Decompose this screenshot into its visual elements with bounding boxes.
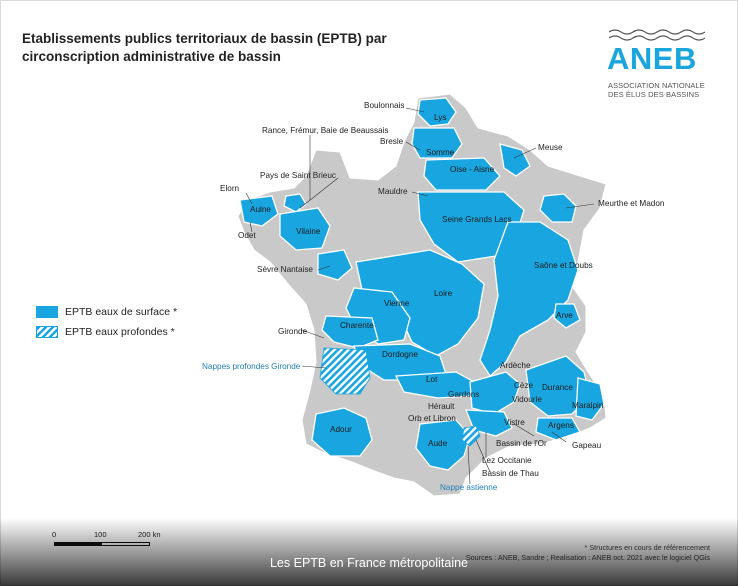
scale-label-mid: 100: [94, 530, 107, 539]
label-arve: Arve: [556, 311, 573, 320]
region-saone-doubs: [479, 221, 579, 377]
legend-swatch-surface: [36, 306, 58, 318]
logo-subtitle-line2: DES ÉLUS DES BASSINS: [608, 90, 700, 99]
map-legend: EPTB eaux de surface * EPTB eaux profond…: [36, 302, 177, 342]
label-loire: Loire: [434, 289, 453, 298]
legend-label-deep: EPTB eaux profondes *: [65, 326, 175, 338]
label-meurthe-madon: Meurthe et Madon: [598, 199, 665, 208]
logo-subtitle: ASSOCIATION NATIONALE DES ÉLUS DES BASSI…: [608, 81, 705, 99]
label-aude: Aude: [428, 439, 448, 448]
label-mauldre: Mauldre: [378, 187, 408, 196]
region-nappe-astienne: [461, 425, 481, 447]
scale-bar-graphic: [54, 542, 150, 546]
label-sevre-nantaise: Sèvre Nantaise: [257, 265, 313, 274]
region-meurthe-madon: [539, 193, 577, 223]
label-lys: Lys: [434, 113, 446, 122]
region-arve: [553, 303, 581, 329]
label-ardeche: Ardèche: [500, 361, 531, 370]
label-gapeau: Gapeau: [572, 441, 602, 450]
region-oise-aisne: [423, 157, 501, 191]
region-meuse: [499, 143, 531, 177]
map-title: Etablissements publics territoriaux de b…: [22, 31, 387, 64]
label-vienne: Vienne: [384, 299, 410, 308]
label-durance: Durance: [542, 383, 573, 392]
note-asterisk: * Structures en cours de référencement: [584, 543, 710, 552]
label-charente: Charente: [340, 321, 374, 330]
region-aude: [415, 419, 471, 471]
label-aulne: Aulne: [250, 205, 271, 214]
label-boulonnais: Boulonnais: [364, 101, 405, 110]
label-ceze: Cèze: [514, 381, 534, 390]
label-vidourle: Vidourle: [512, 395, 542, 404]
region-aulne: [239, 195, 279, 227]
label-vistre: Vistre: [504, 418, 525, 427]
legend-item-surface: EPTB eaux de surface *: [36, 302, 177, 322]
label-pays-saint-brieuc: Pays de Saint Brieuc: [260, 171, 336, 180]
label-odet: Odet: [238, 231, 256, 240]
logo-name: ANEB: [607, 41, 697, 76]
logo-subtitle-line1: ASSOCIATION NATIONALE: [608, 81, 705, 90]
label-rance: Rance, Frémur, Baie de Beaussais: [262, 126, 389, 135]
region-lot: [394, 371, 479, 399]
image-caption: Les EPTB en France métropolitaine: [269, 556, 469, 570]
scale-label-zero: 0: [52, 530, 57, 539]
label-elorn: Elorn: [220, 184, 240, 193]
label-bresle: Bresle: [380, 137, 404, 146]
label-lot: Lot: [426, 375, 438, 384]
label-seine-grands-lacs: Seine Grands Lacs: [442, 215, 512, 224]
region-lys: [417, 97, 457, 127]
region-sevre-nantaise: [317, 249, 353, 281]
region-argens: [535, 417, 581, 441]
leader-lines: [245, 107, 595, 485]
scale-label-end: 200 kn: [138, 530, 161, 539]
legend-label-surface: EPTB eaux de surface *: [65, 306, 178, 318]
label-bassin-or: Bassin de l'Or: [496, 439, 547, 448]
region-nappes-profondes-gironde: [319, 347, 371, 395]
label-nappe-astienne: Nappe astienne: [440, 483, 498, 492]
label-orb-libron: Orb et Libron: [408, 414, 456, 423]
scale-bar: 0 100 200 kn: [48, 530, 168, 556]
surface-eptb-regions: [239, 97, 605, 471]
region-adour: [311, 407, 373, 457]
label-herault: Hérault: [428, 402, 455, 411]
label-vilaine: Vilaine: [296, 227, 321, 236]
label-somme: Somme: [426, 148, 455, 157]
label-saone-doubs: Saône et Doubs: [534, 261, 593, 270]
legend-swatch-deep: [36, 326, 58, 338]
wave-lines-icon: [609, 29, 706, 41]
region-vilaine: [279, 207, 331, 251]
label-lez-occitanie: Lez Occitanie: [482, 456, 532, 465]
label-meuse: Meuse: [538, 143, 563, 152]
legend-item-deep: EPTB eaux profondes *: [36, 322, 177, 342]
label-adour: Adour: [330, 425, 352, 434]
label-gironde: Gironde: [278, 327, 308, 336]
aneb-logo: ANEB ASSOCIATION NATIONALE DES ÉLUS DES …: [603, 28, 713, 103]
region-somme: [411, 127, 463, 159]
label-dordogne: Dordogne: [382, 350, 418, 359]
label-oise-aisne: Oise - Aisne: [450, 165, 495, 174]
label-maralpin: Maralpin: [572, 401, 604, 410]
label-nappes-profondes-gironde: Nappes profondes Gironde: [202, 362, 301, 371]
label-argens: Argens: [548, 421, 574, 430]
region-gardons-ceze-herault: [469, 371, 521, 415]
region-maralpin: [575, 377, 605, 421]
label-bassin-thau: Bassin de Thau: [482, 469, 539, 478]
label-gardons: Gardons: [448, 390, 479, 399]
